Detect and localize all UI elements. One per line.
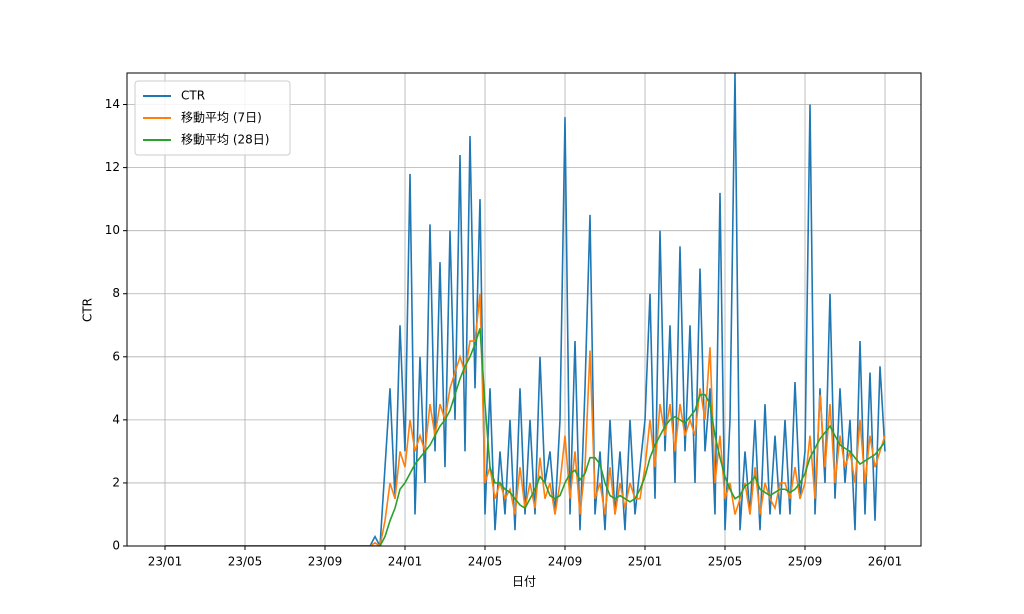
series-line [165,293,886,546]
x-axis-label: 日付 [512,575,536,589]
series-line [165,73,886,546]
legend-label: CTR [181,89,205,103]
x-tick-label: 24/01 [388,555,423,569]
series-line [165,328,886,546]
legend-box [134,80,291,156]
x-tick-label: 25/05 [708,555,743,569]
x-tick-label: 24/09 [548,555,583,569]
plot-frame [126,72,922,547]
x-tick-label: 23/01 [148,555,183,569]
y-tick-label: 0 [112,539,120,553]
y-tick-label: 6 [112,349,120,363]
x-tick-label: 25/01 [628,555,663,569]
x-tick-label: 24/05 [468,555,503,569]
y-tick-label: 2 [112,475,120,489]
y-tick-label: 14 [105,97,120,111]
x-tick-label: 25/09 [788,555,823,569]
legend-label: 移動平均 (7日) [181,111,262,125]
y-axis-label: CTR [81,298,95,322]
x-tick-label: 23/09 [308,555,343,569]
x-tick-label: 26/01 [868,555,903,569]
x-tick-label: 23/05 [228,555,263,569]
y-tick-label: 10 [105,223,120,237]
y-tick-label: 12 [105,160,120,174]
legend-label: 移動平均 (28日) [181,133,269,147]
y-tick-label: 8 [112,286,120,300]
y-tick-label: 4 [112,412,120,426]
